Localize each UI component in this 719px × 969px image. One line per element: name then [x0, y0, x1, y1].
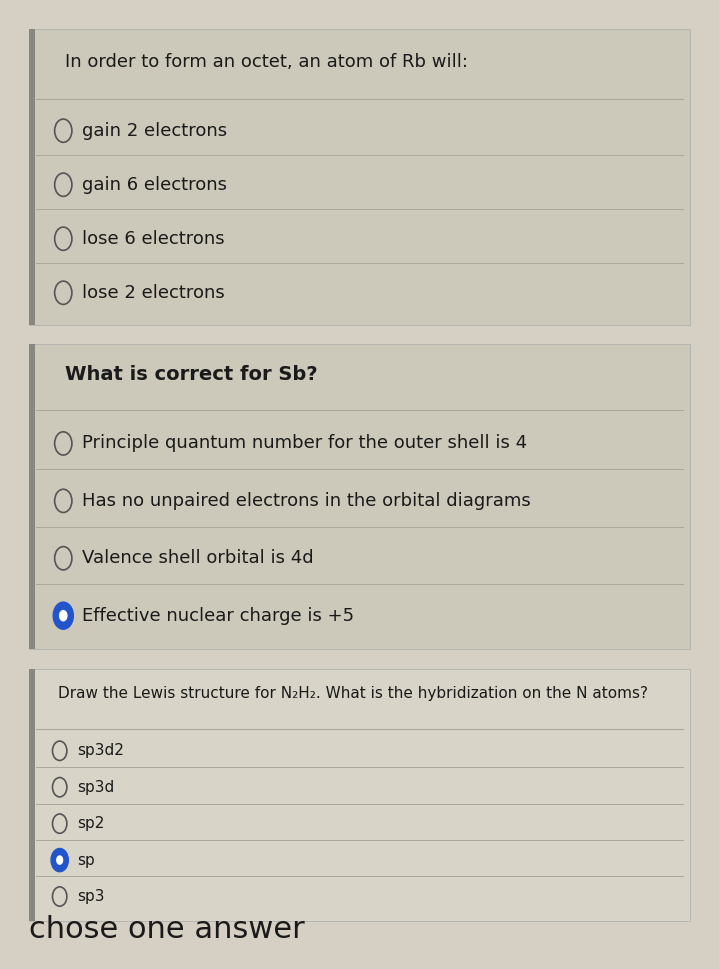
FancyBboxPatch shape [29, 344, 690, 649]
Text: chose one answer: chose one answer [29, 915, 305, 944]
Text: In order to form an octet, an atom of Rb will:: In order to form an octet, an atom of Rb… [65, 53, 468, 72]
Bar [29, 344, 35, 649]
Text: What is correct for Sb?: What is correct for Sb? [65, 365, 317, 385]
Text: Valence shell orbital is 4d: Valence shell orbital is 4d [82, 549, 313, 567]
Text: sp2: sp2 [77, 816, 104, 831]
Text: gain 6 electrons: gain 6 electrons [82, 175, 227, 194]
Text: lose 6 electrons: lose 6 electrons [82, 230, 224, 248]
Text: sp3d: sp3d [77, 780, 114, 795]
Text: Has no unpaired electrons in the orbital diagrams: Has no unpaired electrons in the orbital… [82, 492, 531, 510]
Text: Principle quantum number for the outer shell is 4: Principle quantum number for the outer s… [82, 434, 527, 453]
Circle shape [53, 602, 73, 629]
FancyBboxPatch shape [29, 29, 690, 325]
Text: sp: sp [77, 853, 95, 867]
Text: Effective nuclear charge is +5: Effective nuclear charge is +5 [82, 607, 354, 625]
Circle shape [56, 856, 63, 865]
Circle shape [59, 610, 68, 621]
Bar [29, 29, 35, 325]
Circle shape [51, 849, 68, 872]
Text: gain 2 electrons: gain 2 electrons [82, 122, 227, 140]
Text: sp3: sp3 [77, 889, 104, 904]
Text: sp3d2: sp3d2 [77, 743, 124, 759]
FancyBboxPatch shape [29, 669, 690, 921]
Bar [29, 669, 35, 921]
Text: Draw the Lewis structure for N₂H₂. What is the hybridization on the N atoms?: Draw the Lewis structure for N₂H₂. What … [58, 686, 648, 701]
Text: lose 2 electrons: lose 2 electrons [82, 284, 225, 301]
